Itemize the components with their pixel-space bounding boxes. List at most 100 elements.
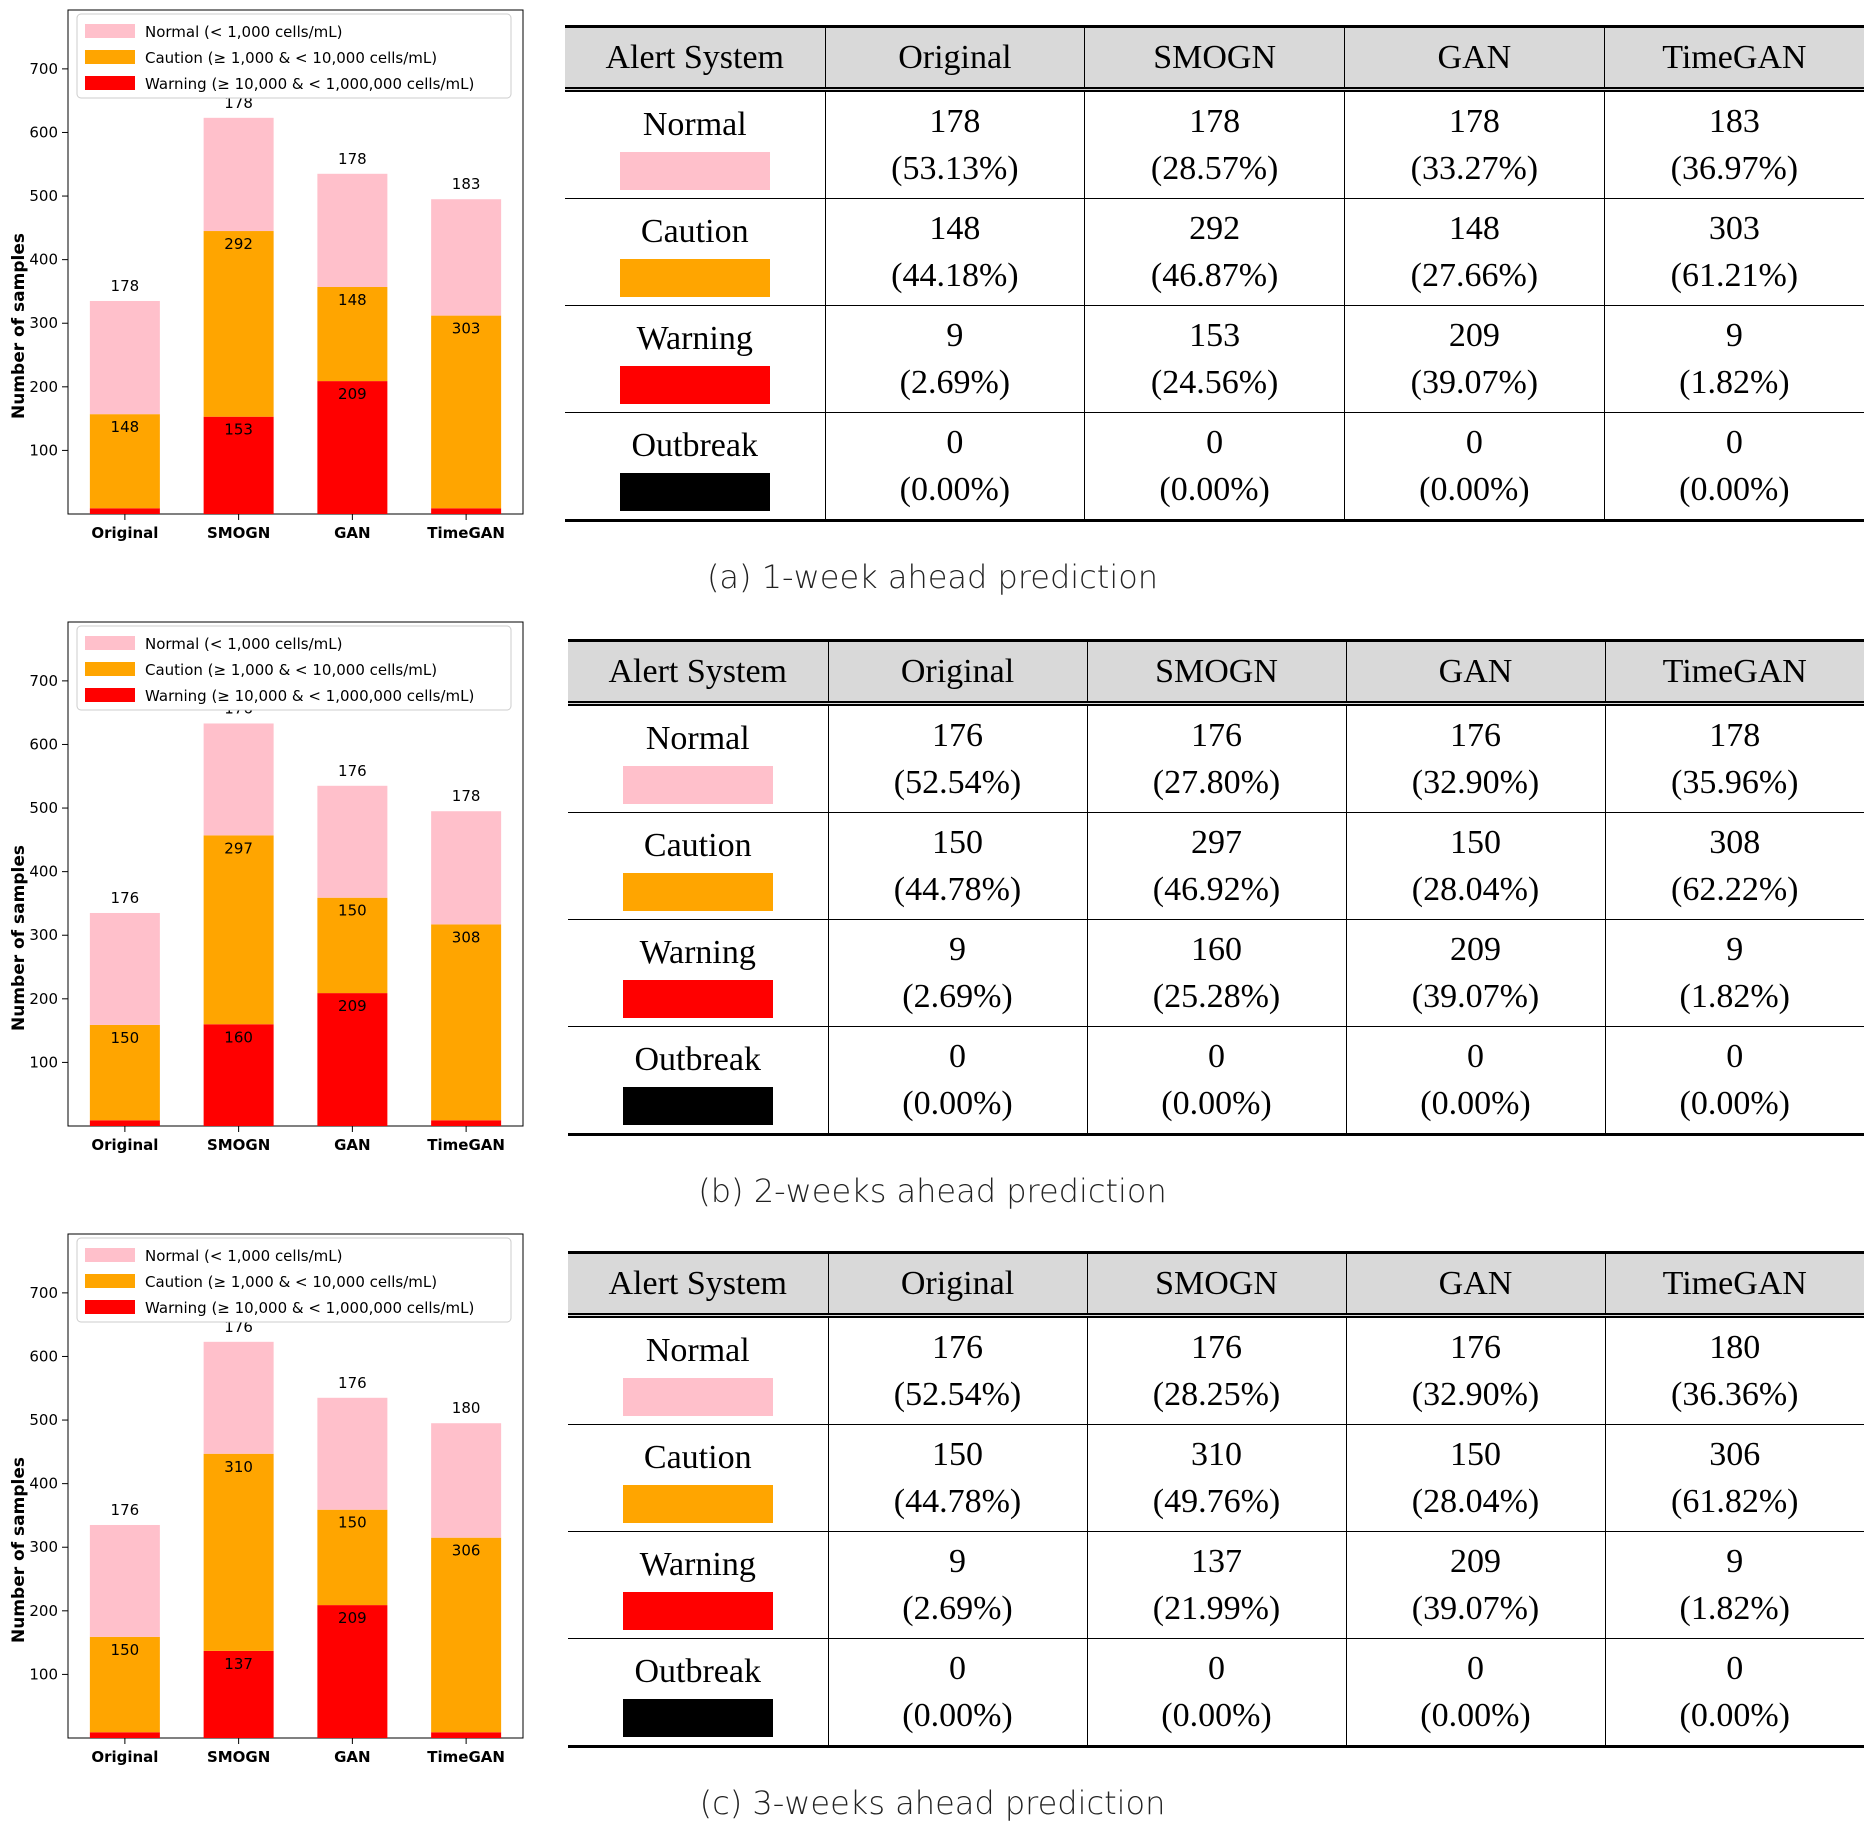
table-cell: 297 (46.92%) bbox=[1086, 812, 1346, 920]
y-tick-label: 700 bbox=[29, 60, 58, 78]
table-cell: 0 (0.00%) bbox=[827, 1638, 1087, 1748]
y-tick-label: 700 bbox=[29, 1284, 58, 1302]
bar-warning bbox=[89, 1120, 160, 1126]
table-cell: 148 (27.66%) bbox=[1344, 198, 1605, 306]
bar-warning bbox=[317, 993, 388, 1126]
header-timegan: TimeGAN bbox=[1604, 639, 1864, 706]
row-label-warning: Warning bbox=[568, 1531, 828, 1639]
bar-caution bbox=[203, 1453, 274, 1651]
bar-normal bbox=[89, 1524, 160, 1637]
table-row-normal: Normal 176 (52.54%) 176 (27.80%) 176 (32.90… bbox=[568, 703, 1864, 813]
table-cell: 178 (28.57%) bbox=[1084, 89, 1345, 199]
data-label: 176 bbox=[338, 762, 367, 780]
table-cell: 176 (32.90%) bbox=[1345, 703, 1605, 813]
bar-caution bbox=[431, 1537, 502, 1733]
bar-normal bbox=[317, 1397, 388, 1510]
x-tick-label: GAN bbox=[334, 1136, 370, 1154]
table-cell: 150 (28.04%) bbox=[1345, 1424, 1605, 1532]
x-tick-label: SMOGN bbox=[207, 1748, 270, 1766]
data-label: 150 bbox=[338, 1514, 367, 1532]
bar-normal bbox=[317, 173, 388, 287]
table-cell: 150 (28.04%) bbox=[1345, 812, 1605, 920]
table-cell: 160 (25.28%) bbox=[1086, 919, 1346, 1027]
bar-warning bbox=[317, 1605, 388, 1738]
bar-normal bbox=[317, 785, 388, 898]
y-tick-label: 100 bbox=[29, 441, 58, 459]
bar-caution bbox=[89, 414, 160, 509]
caution-swatch bbox=[622, 1484, 773, 1523]
table-cell: 9 (1.82%) bbox=[1603, 305, 1864, 413]
table-cell: 153 (24.56%) bbox=[1084, 305, 1345, 413]
caption-1-week: (a) 1-week ahead prediction bbox=[706, 558, 1159, 596]
header-smogn: SMOGN bbox=[1084, 25, 1345, 92]
x-tick-label: SMOGN bbox=[207, 1136, 270, 1154]
legend-box bbox=[76, 625, 512, 711]
table-cell: 209 (39.07%) bbox=[1345, 919, 1605, 1027]
row-label-outbreak: Outbreak bbox=[568, 1026, 828, 1136]
y-tick-label: 300 bbox=[29, 1538, 58, 1556]
legend-label: Caution (≥ 1,000 & < 10,000 cells/mL) bbox=[145, 661, 437, 679]
legend-box bbox=[76, 1237, 512, 1323]
y-tick-label: 400 bbox=[29, 1475, 58, 1493]
y-tick-label: 100 bbox=[29, 1053, 58, 1071]
table-cell: 209 (39.07%) bbox=[1344, 305, 1605, 413]
header-alert-system: Alert System bbox=[565, 25, 825, 92]
legend-swatch bbox=[85, 662, 135, 676]
bar-normal bbox=[203, 117, 274, 232]
alert-table-1-week: Alert System Original SMOGN GAN TimeGAN … bbox=[565, 25, 1864, 522]
table-cell: 310 (49.76%) bbox=[1086, 1424, 1346, 1532]
legend-label: Warning (≥ 10,000 & < 1,000,000 cells/mL… bbox=[145, 75, 474, 93]
data-label: 160 bbox=[224, 1028, 253, 1046]
y-tick-label: 200 bbox=[29, 990, 58, 1008]
table-cell: 176 (52.54%) bbox=[827, 1315, 1087, 1425]
data-label: 310 bbox=[224, 1458, 253, 1476]
bar-normal bbox=[431, 199, 502, 316]
bar-caution bbox=[431, 924, 502, 1121]
table-cell: 306 (61.82%) bbox=[1604, 1424, 1864, 1532]
header-original: Original bbox=[827, 1251, 1087, 1318]
legend-swatch bbox=[85, 1300, 135, 1314]
row-label-normal: Normal bbox=[568, 703, 828, 813]
bar-normal bbox=[203, 723, 274, 836]
legend-label: Normal (< 1,000 cells/mL) bbox=[145, 1247, 342, 1265]
row-label-warning: Warning bbox=[568, 919, 828, 1027]
caption-2-weeks: (b) 2-weeks ahead prediction bbox=[698, 1172, 1167, 1210]
header-gan: GAN bbox=[1345, 1251, 1605, 1318]
table-cell: 180 (36.36%) bbox=[1604, 1315, 1864, 1425]
table-cell: 176 (27.80%) bbox=[1086, 703, 1346, 813]
bar-caution bbox=[203, 231, 274, 417]
data-label: 178 bbox=[111, 277, 140, 295]
x-tick-label: TimeGAN bbox=[427, 1136, 505, 1154]
table-cell: 176 (28.25%) bbox=[1086, 1315, 1346, 1425]
bar-normal bbox=[431, 811, 502, 925]
table-cell: 308 (62.22%) bbox=[1604, 812, 1864, 920]
table-cell: 0 (0.00%) bbox=[827, 1026, 1087, 1136]
header-timegan: TimeGAN bbox=[1603, 25, 1864, 92]
caution-swatch bbox=[619, 258, 770, 297]
row-label-caution: Caution bbox=[568, 812, 828, 920]
legend-swatch bbox=[85, 24, 135, 38]
legend-swatch bbox=[85, 1274, 135, 1288]
bar-normal bbox=[89, 300, 160, 415]
row-label-outbreak: Outbreak bbox=[565, 412, 825, 522]
y-tick-label: 300 bbox=[29, 314, 58, 332]
y-tick-label: 500 bbox=[29, 187, 58, 205]
x-tick-label: SMOGN bbox=[207, 524, 270, 542]
bar-caution bbox=[317, 286, 388, 382]
table-cell: 178 (33.27%) bbox=[1344, 89, 1605, 199]
warning-swatch bbox=[622, 979, 773, 1018]
y-tick-label: 400 bbox=[29, 863, 58, 881]
table-cell: 176 (52.54%) bbox=[827, 703, 1087, 813]
data-label: 150 bbox=[111, 1029, 140, 1047]
y-tick-label: 600 bbox=[29, 735, 58, 753]
y-axis-label: Number of samples bbox=[9, 1457, 29, 1643]
y-axis-label: Number of samples bbox=[9, 233, 29, 419]
legend-swatch bbox=[85, 636, 135, 650]
table-row-caution: Caution 150 (44.78%) 297 (46.92%) 150 (28.0… bbox=[568, 812, 1864, 920]
table-cell: 0 (0.00%) bbox=[1086, 1026, 1346, 1136]
caption-3-weeks: (c) 3-weeks ahead prediction bbox=[699, 1784, 1166, 1822]
table-row-outbreak: Outbreak 0 (0.00%) 0 (0.00%) 0 (0.00%) 0 (0.… bbox=[568, 1638, 1864, 1748]
data-label: 148 bbox=[111, 418, 140, 436]
data-label: 178 bbox=[338, 150, 367, 168]
